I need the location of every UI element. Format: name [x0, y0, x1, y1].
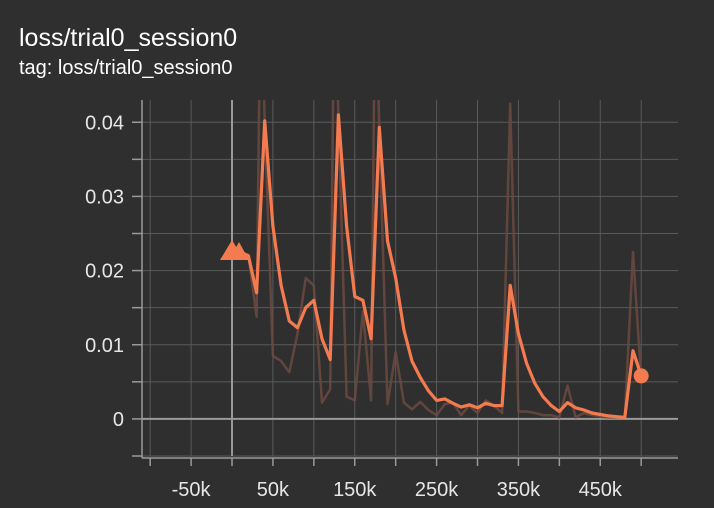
raw-series-line [232, 100, 643, 419]
x-tick-label: 450k [579, 479, 623, 501]
x-tick-label: -50k [172, 479, 212, 501]
chart-title: loss/trial0_session0 [19, 24, 238, 52]
series-layer [232, 100, 643, 419]
tick-labels: 0 0.01 0.02 0.03 0.04 -50k 50k 150k 250k 350k 450k [85, 112, 623, 501]
grid [142, 100, 678, 457]
end-circle-marker [633, 368, 649, 384]
y-tick-label: 0.04 [85, 112, 124, 134]
x-tick-label: 150k [333, 479, 377, 501]
y-tick-label: 0 [113, 409, 124, 431]
start-triangle-marker [229, 242, 250, 261]
series-markers [220, 240, 649, 384]
y-tick-label: 0.02 [85, 261, 124, 283]
smoothed-series-line [232, 113, 643, 419]
y-tick-label: 0.03 [85, 186, 124, 208]
x-tick-label: 250k [415, 479, 459, 501]
x-tick-label: 350k [497, 479, 541, 501]
chart-tag-line: tag: loss/trial0_session0 [19, 57, 233, 79]
axes [132, 100, 678, 466]
y-tick-label: 0.01 [85, 335, 124, 357]
x-tick-label: 50k [257, 479, 290, 501]
